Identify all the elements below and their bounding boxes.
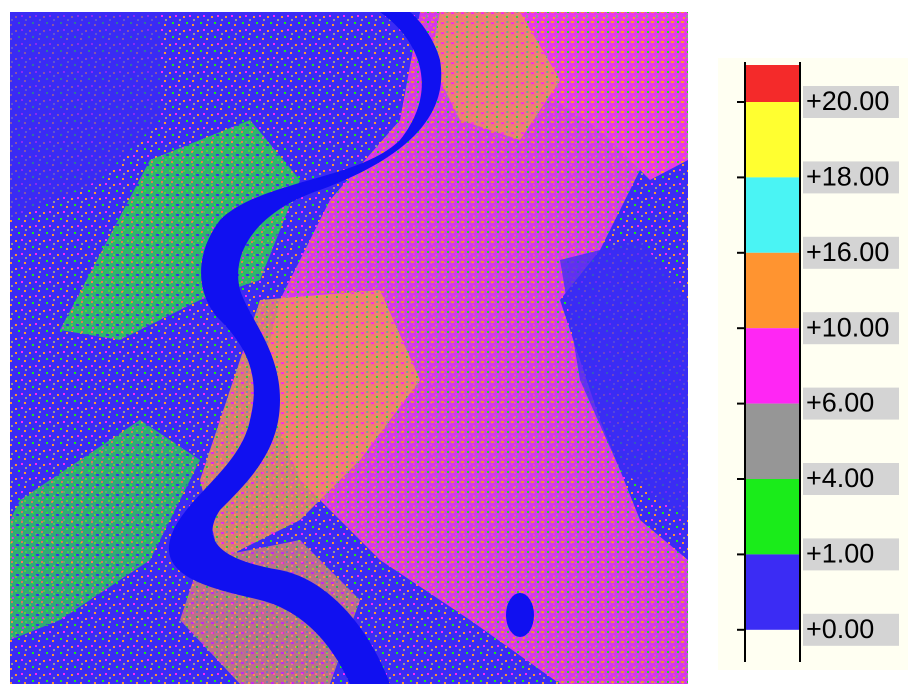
legend-swatch: [746, 177, 799, 252]
legend-label: +1.00: [806, 539, 874, 569]
legend-label: +16.00: [806, 237, 889, 267]
screen: +20.00 +18.00 +16.00 +10.00 +6.00 +4.00 +1.00 +…: [0, 0, 910, 686]
legend-label: +4.00: [806, 463, 874, 493]
legend-label: +0.00: [806, 614, 874, 644]
legend: +20.00 +18.00 +16.00 +10.00 +6.00 +4.00 +1.00 +…: [718, 58, 908, 670]
legend-swatch: [746, 328, 799, 403]
legend-label: +10.00: [806, 312, 889, 342]
legend-label: +18.00: [806, 162, 889, 192]
legend-swatch: [746, 479, 799, 554]
legend-swatch: [746, 404, 799, 479]
legend-swatch: [746, 554, 799, 629]
legend-swatch: [746, 65, 799, 102]
legend-label: +6.00: [806, 388, 874, 418]
legend-swatch: [746, 253, 799, 328]
legend-swatch: [746, 102, 799, 177]
legend-label: +20.00: [806, 86, 889, 116]
classified-image: [10, 12, 688, 684]
